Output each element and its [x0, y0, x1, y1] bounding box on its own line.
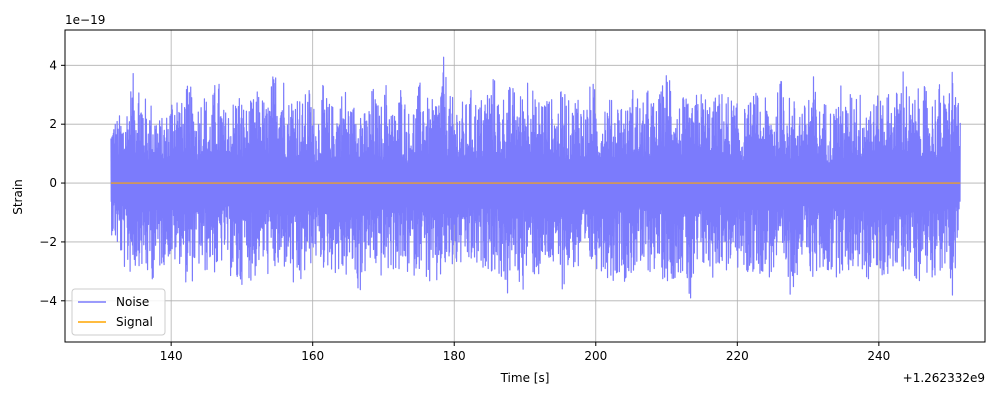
legend: Noise Signal	[71, 288, 166, 336]
x-tick-label: 140	[160, 349, 183, 363]
y-axis-label: Strain	[11, 179, 25, 215]
y-tick-label: −2	[39, 235, 57, 249]
x-tick-label: 180	[443, 349, 466, 363]
x-axis-label: Time [s]	[500, 371, 550, 385]
legend-signal-label: Signal	[116, 315, 153, 329]
axis-ticks: 140 160 180 200 220 240 −4 −2 0 2 4	[39, 58, 890, 363]
x-tick-label: 160	[301, 349, 324, 363]
y-tick-label: 0	[49, 176, 57, 190]
x-offset-label: +1.262332e9	[903, 371, 985, 385]
legend-box	[71, 288, 166, 336]
x-tick-label: 240	[867, 349, 890, 363]
noise-series-line	[110, 56, 961, 299]
plot-frame	[64, 29, 986, 343]
legend-noise-label: Noise	[116, 295, 149, 309]
x-tick-label: 200	[584, 349, 607, 363]
x-tick-label: 220	[726, 349, 749, 363]
y-tick-label: 4	[49, 58, 57, 72]
y-tick-label: 2	[49, 117, 57, 131]
y-scale-label: 1e−19	[65, 13, 105, 27]
y-tick-label: −4	[39, 294, 57, 308]
plot-marks	[110, 56, 961, 299]
